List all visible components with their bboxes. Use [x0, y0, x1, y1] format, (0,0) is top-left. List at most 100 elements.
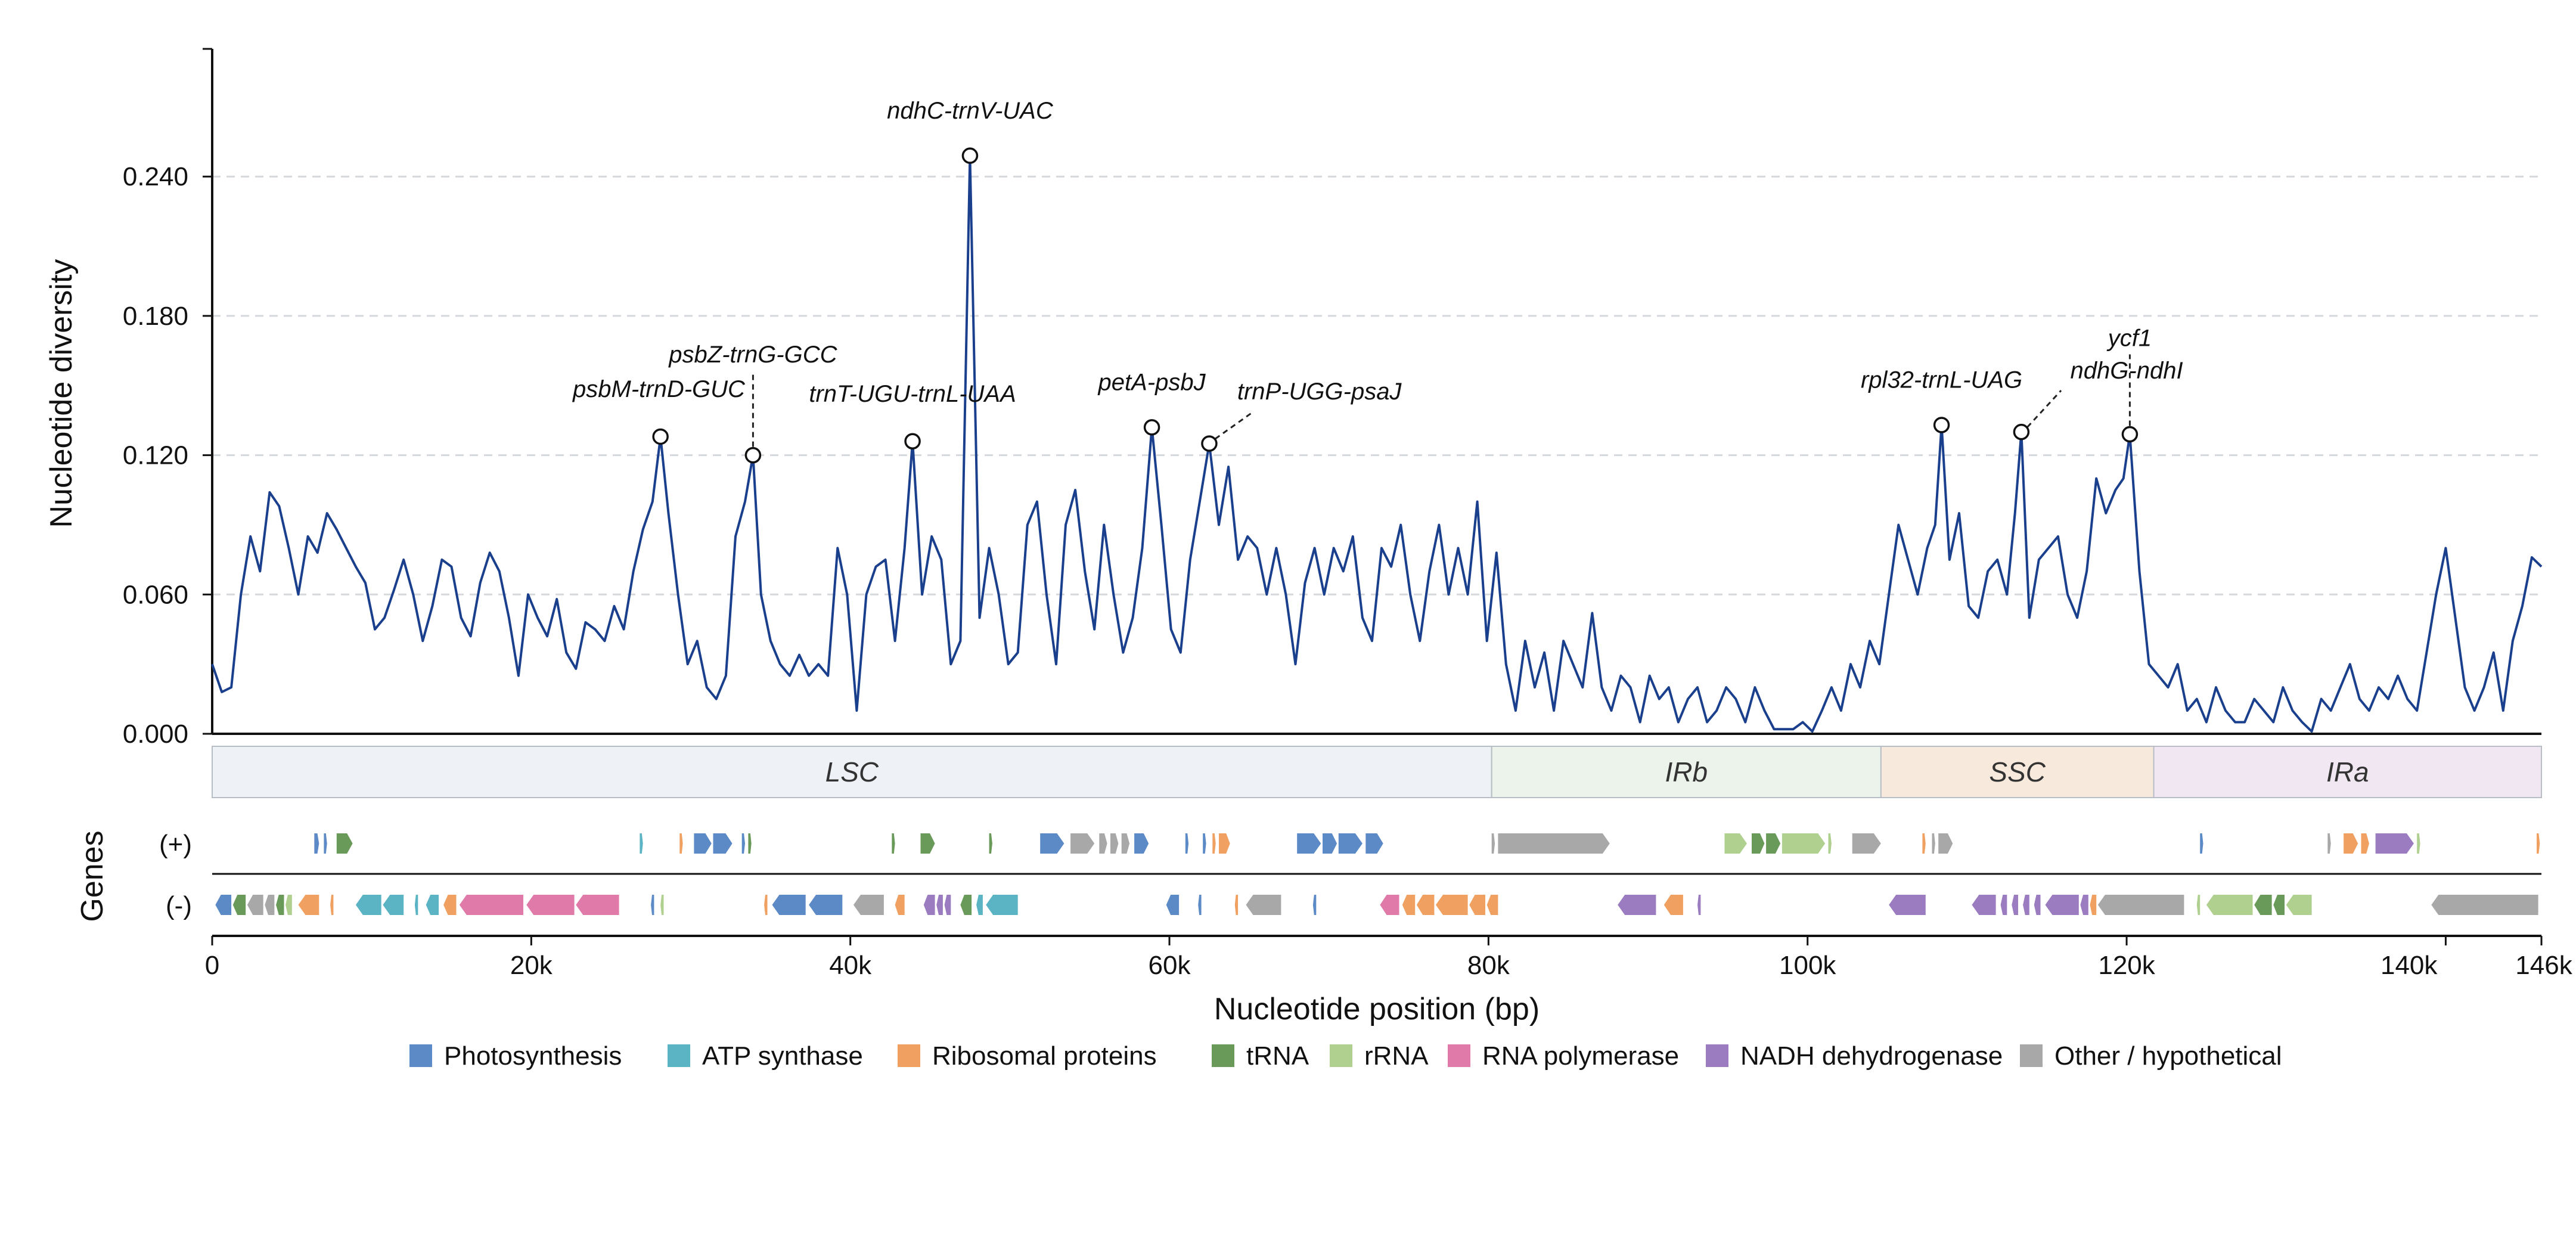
gene-block [443, 895, 457, 915]
legend-swatch [898, 1044, 920, 1067]
gene-block [854, 895, 884, 915]
gene-block [2254, 895, 2272, 915]
gene-block [1828, 833, 1832, 854]
y-tick-label: 0.000 [123, 719, 188, 749]
peak-marker [904, 433, 921, 449]
gene-block [232, 895, 246, 915]
legend-label: ATP synthase [702, 1041, 863, 1071]
y-axis: 0.000 0.060 0.120 0.180 0.240 [123, 48, 2541, 749]
gene-block [2090, 895, 2097, 915]
gene-block [1436, 895, 1468, 915]
gene-track-title: Genes [75, 830, 110, 922]
legend-label: Ribosomal proteins [932, 1041, 1157, 1071]
gene-block [1185, 833, 1189, 854]
legend-swatch [668, 1044, 690, 1067]
region-label: SSC [1989, 756, 2046, 787]
gene-block [640, 833, 643, 854]
gene-block [1338, 833, 1363, 854]
gene-block [1852, 833, 1881, 854]
gene-block [1498, 833, 1610, 854]
y-tick-label: 0.060 [123, 580, 188, 609]
gene-block [285, 895, 292, 915]
peak-label: rpl32-trnL-UAG [1861, 367, 2022, 393]
region-lsc [212, 746, 1492, 798]
x-tick-label: 20k [510, 951, 553, 980]
gene-block [2537, 833, 2540, 854]
peak-marker [1933, 417, 1950, 433]
gene-block [2080, 895, 2088, 915]
gene-block [383, 895, 404, 915]
gene-track: (+) (-) [159, 830, 2541, 920]
gene-block [526, 895, 575, 915]
legend: Photosynthesis ATP synthase Ribosomal prot… [409, 1041, 2282, 1071]
y-tick-label: 0.240 [123, 162, 188, 191]
region-irb [1491, 746, 1882, 798]
legend-swatch [1448, 1044, 1470, 1067]
gene-block [2034, 895, 2041, 915]
gene-block [1040, 833, 1064, 854]
gene-block [576, 895, 619, 915]
legend-swatch [2020, 1044, 2043, 1067]
legend-label: rRNA [1364, 1041, 1429, 1071]
peak-annotations: psbM-trnD-GUC psbZ-trnG-GCC trnT-UGU-trnL-… [572, 98, 2183, 464]
gene-block [1663, 895, 1683, 915]
gene-block [1198, 895, 1202, 915]
x-tick-label: 140k [2381, 951, 2438, 980]
gene-block [247, 895, 263, 915]
gene-block [1469, 895, 1485, 915]
peak-marker [1201, 435, 1218, 452]
gene-block [2431, 895, 2538, 915]
legend-swatch [1330, 1044, 1352, 1067]
y-tick-label: 0.180 [123, 302, 188, 331]
gene-block [713, 833, 733, 854]
x-tick-label: 120k [2098, 951, 2155, 980]
peak-label: petA-psbJ [1098, 370, 1206, 396]
peak-label: ndhG-ndhI [2071, 358, 2183, 384]
gene-block [1922, 833, 1926, 854]
peak-leader [1215, 410, 1255, 440]
peak-marker [2121, 426, 2139, 443]
gene-block [2344, 833, 2358, 854]
gene-block [1416, 895, 1435, 915]
gene-block [215, 895, 232, 915]
gene-block [1203, 833, 1206, 854]
region-label: LSC [825, 756, 879, 787]
region-label: IRb [1665, 756, 1708, 787]
gene-block [1889, 895, 1926, 915]
legend-swatch [1706, 1044, 1728, 1067]
gene-block [892, 833, 895, 854]
gene-block [426, 895, 439, 915]
gene-block [2196, 895, 2201, 915]
gene-block [660, 895, 664, 915]
gene-block [1219, 833, 1230, 854]
gene-block [976, 895, 983, 915]
gene-block [944, 895, 951, 915]
gene-block [1938, 833, 1953, 854]
peak-marker [744, 446, 762, 464]
gene-block [2273, 895, 2285, 915]
gene-block [2000, 895, 2007, 915]
x-tick-label: 0 [205, 951, 219, 980]
peak-label: trnT-UGU-trnL-UAA [809, 381, 1016, 407]
x-tick-label: 40k [829, 951, 872, 980]
gene-block [330, 895, 334, 915]
x-tick-label: 60k [1149, 951, 1191, 980]
y-tick-label: 0.120 [123, 441, 188, 470]
gene-block [1134, 833, 1149, 854]
gene-block [414, 895, 418, 915]
pi-line [211, 154, 2543, 733]
peak-marker [652, 428, 669, 445]
gene-block [1110, 833, 1119, 854]
gene-block [1491, 833, 1495, 854]
gene-block [1782, 833, 1826, 854]
peak-marker [1143, 419, 1160, 436]
region-bar: LSC IRb SSC IRa [212, 746, 2542, 798]
gene-block [1070, 833, 1095, 854]
gene-block [1724, 833, 1747, 854]
peak-marker [961, 147, 979, 164]
gene-block [651, 895, 654, 915]
gene-block [1402, 895, 1416, 915]
gene-block [355, 895, 381, 915]
gene-block [960, 895, 972, 915]
